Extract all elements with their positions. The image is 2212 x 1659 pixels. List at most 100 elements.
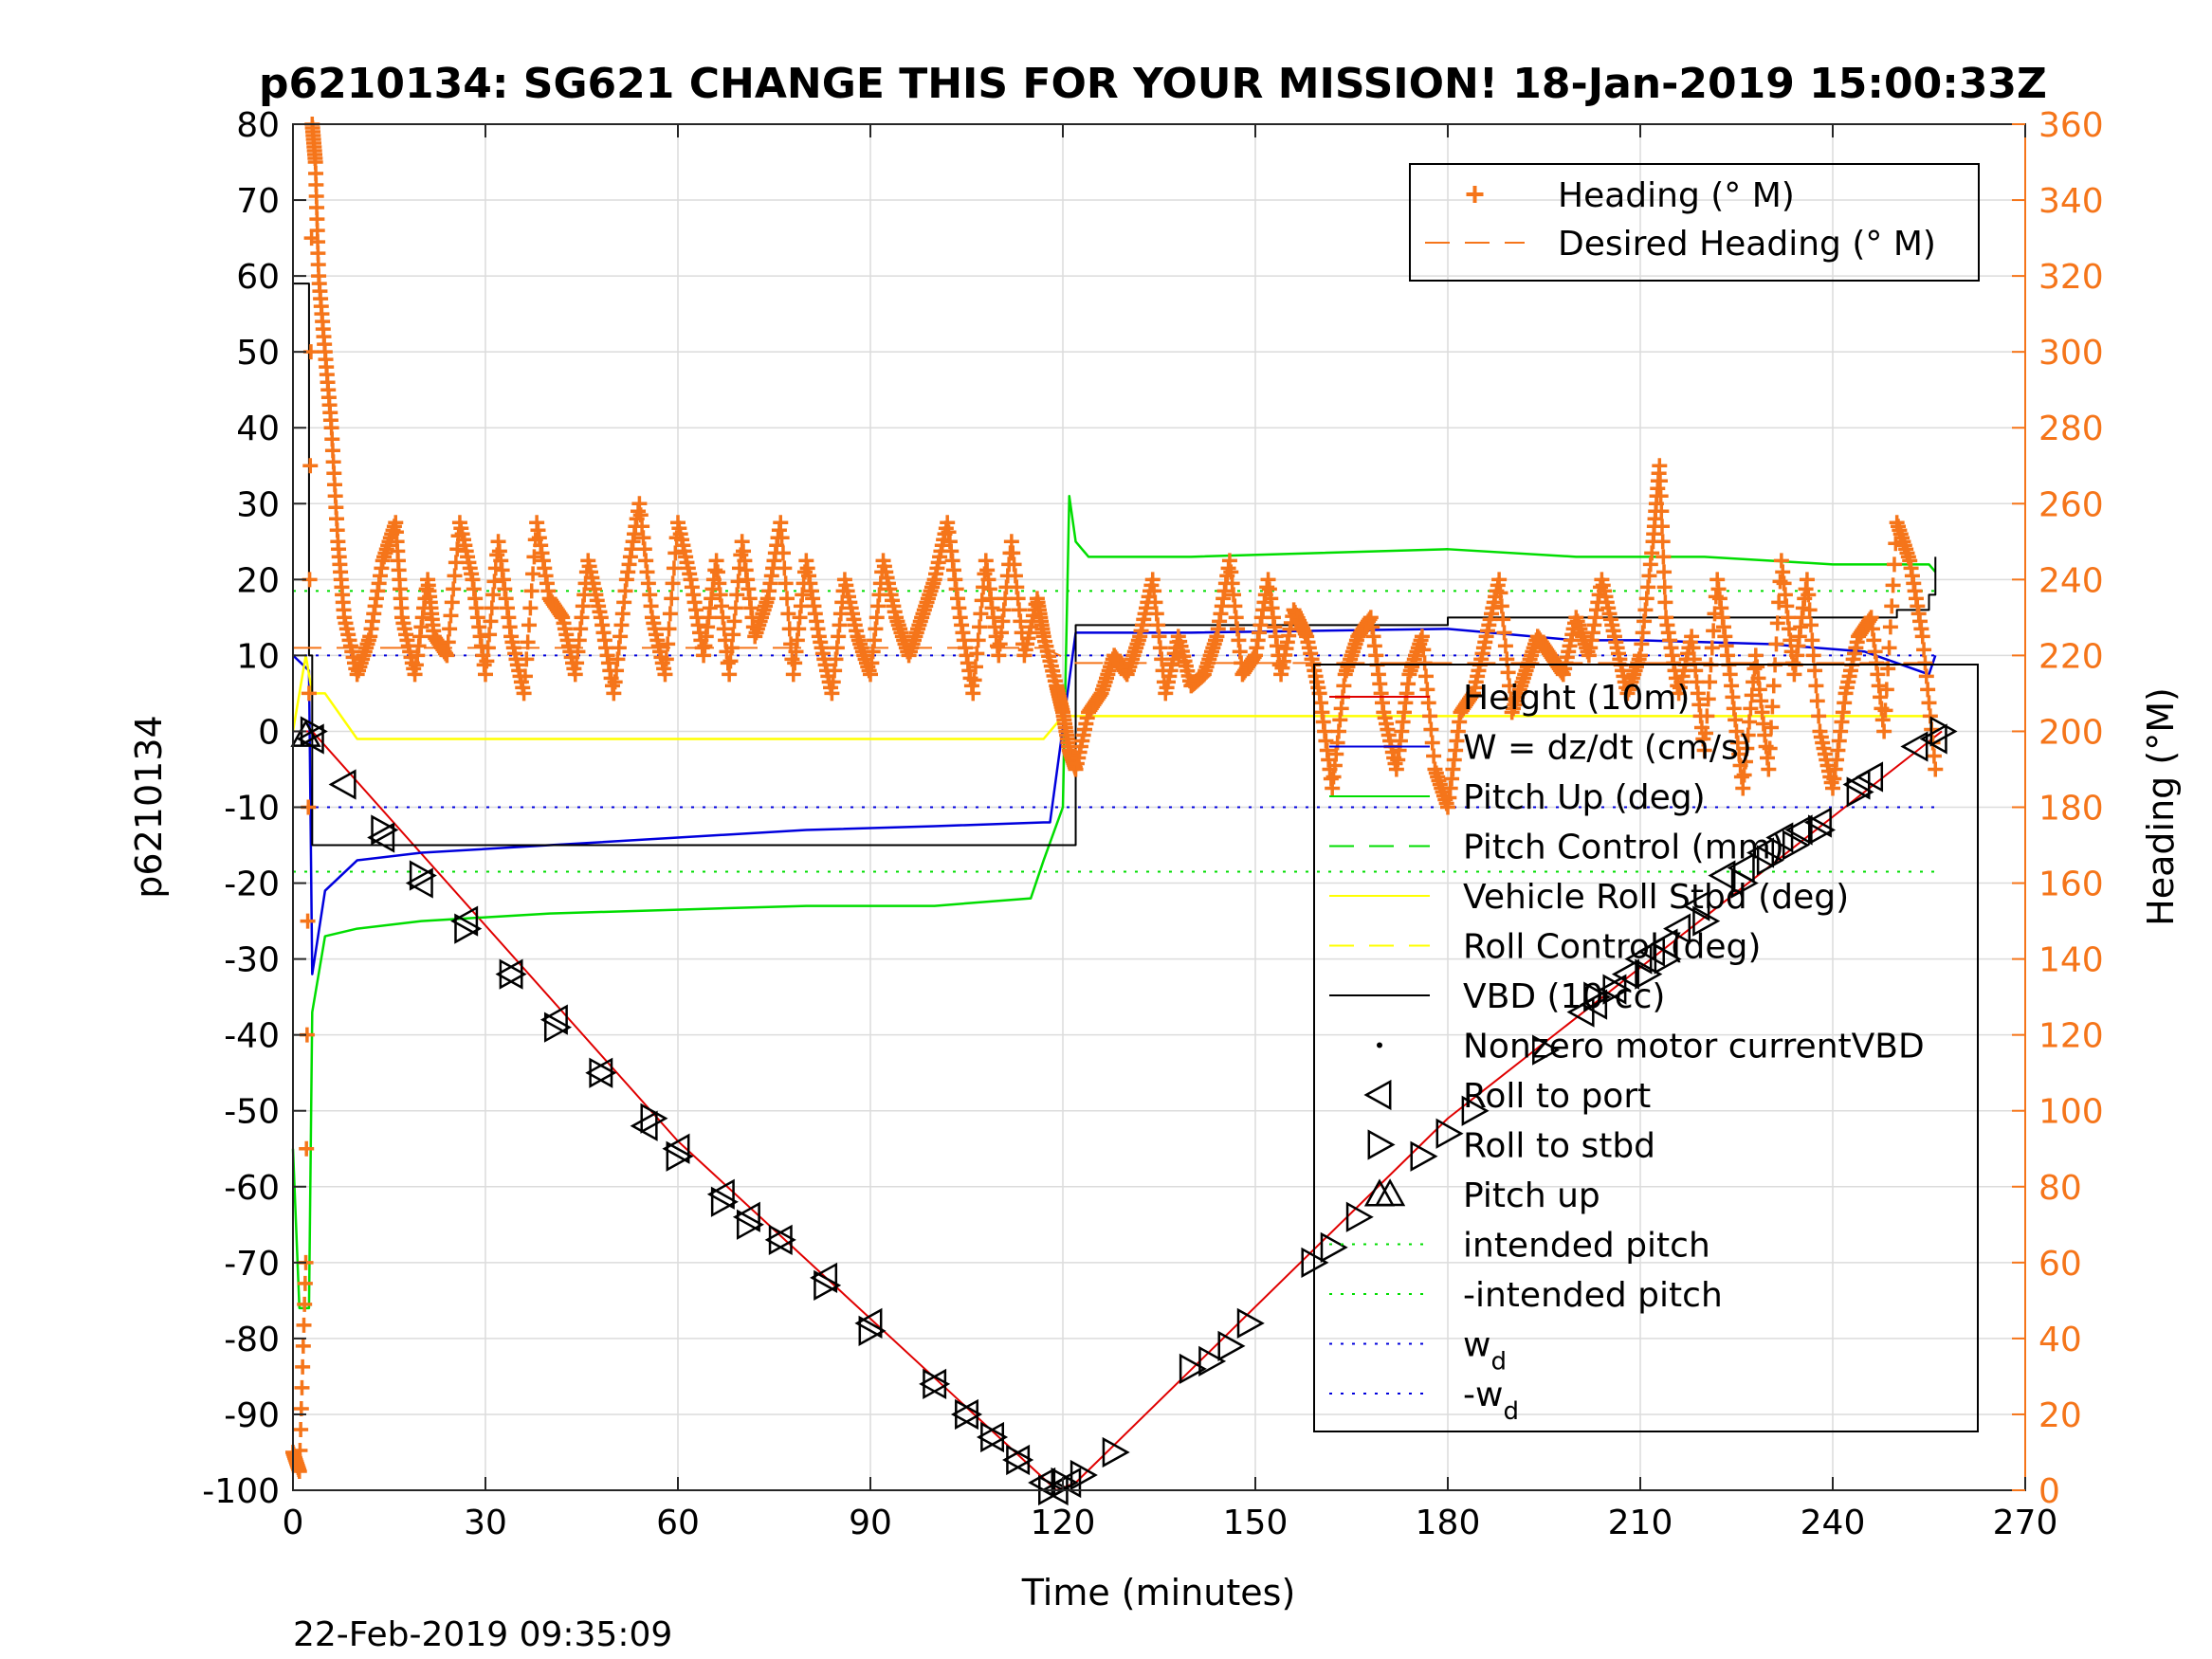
heading-point [723,640,740,656]
marker-roll-to-port [1842,769,1871,800]
heading-point [483,613,499,629]
y-axis-label-right: Heading (°M) [2140,687,2182,926]
legend-box [1409,163,1980,282]
heading-point [1652,473,1668,489]
legend-main: Height (10m) W = dz/dt (cm/s) Pitch Up (de… [1313,664,1979,1432]
y-tick-label-left: 40 [236,410,280,448]
marker-roll-to-stbd [1179,1353,1207,1385]
heading-point [1656,579,1673,595]
marker-roll-to-port [1624,943,1653,975]
legend-sample-roll-to-stbd [1367,1129,1396,1160]
legend-sample-roll-to-port [1363,1079,1392,1111]
heading-point [1495,611,1511,628]
y-tick-label-right: 140 [2038,941,2104,980]
y-tick-label-left: -30 [224,941,280,980]
marker-roll-to-port [328,769,356,800]
marker-roll-to-stbd [454,913,483,944]
marker-roll-to-port [950,1398,978,1431]
marker-roll-to-stbd [710,1186,739,1217]
heading-point [1420,695,1436,711]
heading-point [299,1140,315,1157]
legend-heading: Heading (° M) Desired Heading (° M) [1409,163,1980,282]
heading-point [1882,619,1898,635]
y-tick-label-right: 360 [2038,106,2104,145]
heading-point [1885,577,1901,593]
chart-title: p6210134: SG621 CHANGE THIS FOR YOUR MIS… [259,60,2047,108]
x-tick-label: 240 [1801,1504,1866,1542]
heading-point [972,619,988,635]
y-tick-label-left: -40 [224,1017,280,1056]
heading-point [664,591,680,607]
marker-roll-to-stbd [1756,845,1784,876]
heading-point [485,587,502,603]
y-tick-label-left: -70 [224,1245,280,1284]
heading-point [293,1421,309,1437]
heading-point [1655,549,1672,565]
y-tick-label-left: 10 [236,637,280,676]
y-tick-label-left: 60 [236,258,280,297]
y-tick-label-right: 220 [2038,637,2104,676]
heading-point [1914,629,1930,645]
marker-roll-to-port [1599,974,1627,1005]
heading-point [526,549,542,565]
heading-point [1764,699,1781,715]
heading-point [1918,668,1934,684]
heading-point [1765,678,1782,694]
heading-point [1497,638,1513,654]
heading-point [300,913,316,929]
heading-point [520,634,536,650]
marker-roll-to-port [1566,996,1595,1028]
marker-roll-to-stbd [1461,1095,1490,1126]
heading-point [657,666,673,683]
heading-point [1736,767,1752,783]
heading-point [1419,682,1435,698]
legend-label-vbd-10-cc: VBD (10 cc) [1463,977,1665,1016]
heading-point [1811,708,1827,724]
legend-label-intended-pitch: -intended pitch [1463,1276,1723,1315]
marker-roll-to-port [1856,761,1884,793]
legend-label-desired-heading-m: Desired Heading (° M) [1558,225,1936,264]
heading-point [446,581,462,597]
marker-roll-to-stbd [1410,1140,1438,1172]
heading-point [1652,458,1668,474]
heading-point [726,613,742,629]
x-tick-label: 270 [1993,1504,2058,1542]
heading-point [1702,674,1718,690]
heading-point [1762,740,1778,757]
heading-point [521,617,538,633]
y-tick-label-right: 120 [2038,1017,2104,1056]
heading-point [660,636,676,652]
heading-point [1886,556,1902,573]
heading-point [297,1275,313,1291]
heading-point [1414,629,1430,645]
y-tick-label-right: 320 [2038,258,2104,297]
marker-roll-to-port [1746,837,1775,868]
series-pitch-up-deg [291,495,1937,1310]
heading-point [969,646,985,662]
heading-point [729,587,745,603]
marker-roll-to-stbd [980,1421,1009,1453]
heading-point [480,640,496,656]
heading-point [1422,708,1438,724]
heading-point [1921,695,1937,711]
legend-label-vehicle-roll-stbd-deg: Vehicle Roll Stbd (deg) [1463,878,1849,917]
heading-point [661,621,677,637]
heading-point [970,632,986,648]
marker-roll-to-port [919,1368,947,1400]
heading-point [1920,682,1936,698]
heading-point [294,1379,310,1395]
y-tick-label-left: 30 [236,485,280,524]
heading-point [1654,519,1671,535]
heading-point [965,685,981,702]
heading-point [295,1358,311,1375]
marker-roll-to-stbd [1236,1307,1265,1340]
heading-point [297,1296,313,1312]
marker-roll-to-stbd [1051,1467,1079,1499]
marker-roll-to-port [405,867,433,899]
heading-point [1877,702,1893,719]
marker-roll-to-stbd [858,1315,887,1347]
heading-point [1807,663,1823,679]
heading-point [1876,723,1892,739]
legend-label-height-10m: Height (10m) [1463,679,1690,718]
heading-point [1696,742,1712,758]
